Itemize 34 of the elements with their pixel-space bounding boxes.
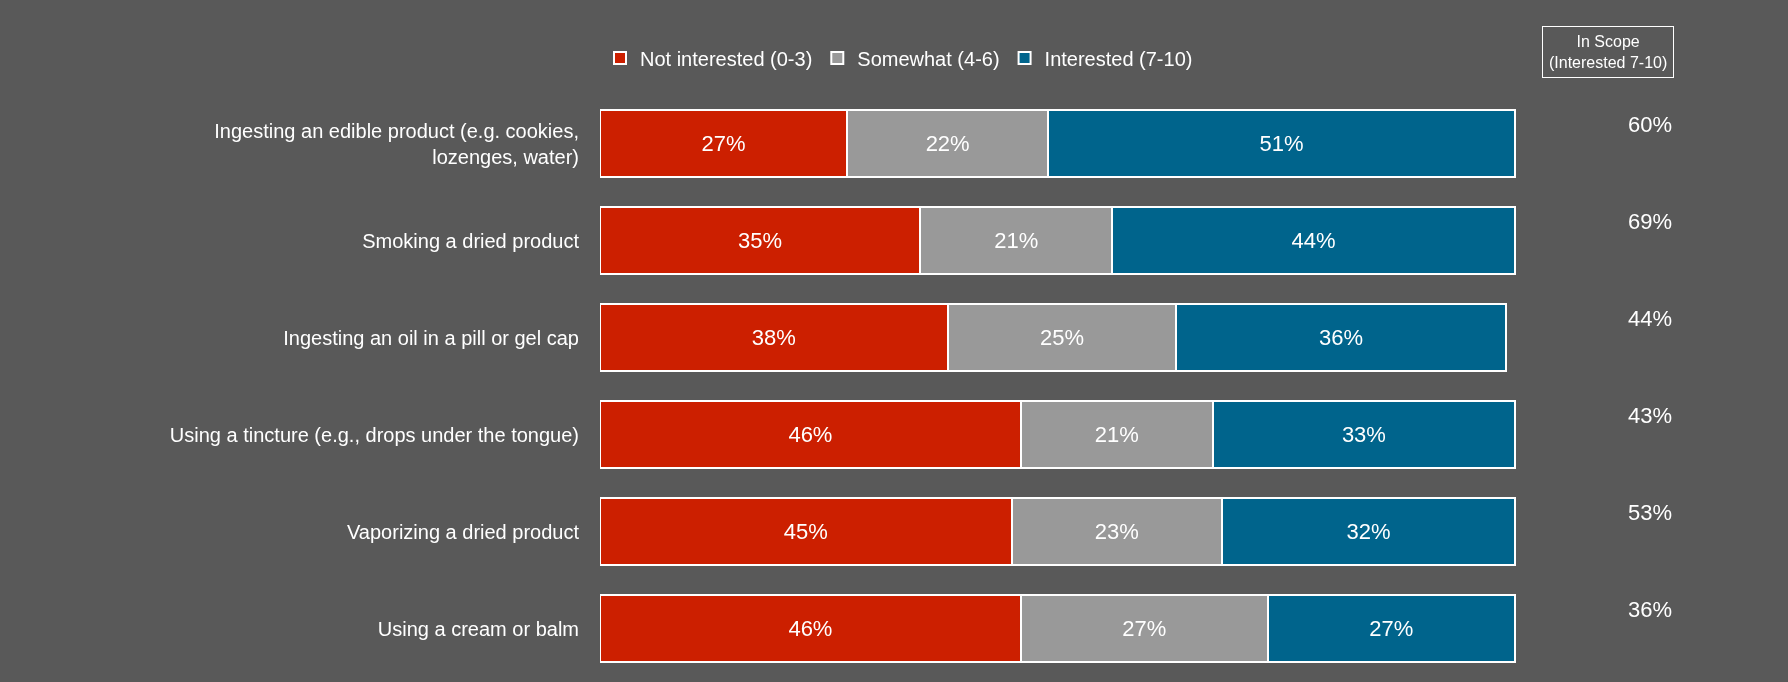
text: 43% — [1628, 403, 1673, 428]
y-tick-label: Ingesting an oil in a pill or gel cap — [283, 326, 579, 349]
text: 44% — [1628, 306, 1673, 331]
data-label: 36% — [1319, 325, 1364, 350]
data-label: 21% — [1094, 422, 1139, 447]
data-label: 27% — [1122, 616, 1167, 641]
legend-label: Not interested (0-3) — [640, 47, 813, 70]
text: 53% — [1628, 500, 1673, 525]
y-tick-label: Vaporizing a dried product — [347, 520, 580, 543]
text: 60% — [1628, 112, 1673, 137]
data-label: 27% — [1369, 616, 1414, 641]
data-label: 44% — [1291, 228, 1336, 253]
y-tick-label: Using a tincture (e.g., drops under the tongue) — [169, 423, 579, 446]
data-label: 27% — [701, 131, 746, 156]
data-label: 32% — [1346, 519, 1391, 544]
data-label: 21% — [994, 228, 1039, 253]
data-label: 38% — [751, 325, 796, 350]
data-label: 22% — [925, 131, 970, 156]
data-label: 35% — [738, 228, 783, 253]
text: 36% — [1628, 597, 1673, 622]
data-label: 25% — [1039, 325, 1085, 350]
y-tick-label: Ingesting an edible product (e.g. cookies, lozenges, water) — [214, 119, 579, 168]
text: In Scope (Interested 7-10) — [1549, 33, 1668, 71]
y-tick-label: Using a cream or balm — [377, 617, 579, 640]
data-label: 23% — [1094, 519, 1139, 544]
data-label: 45% — [783, 519, 828, 544]
data-label: 33% — [1341, 422, 1386, 447]
data-label: 51% — [1259, 131, 1304, 156]
y-tick-label: Smoking a dried product — [362, 229, 580, 252]
legend-label: Somewhat (4-6) — [857, 47, 1000, 70]
data-label: 46% — [788, 422, 833, 447]
legend-label: Interested (7-10) — [1044, 47, 1193, 70]
text: 69% — [1628, 209, 1673, 234]
data-label: 46% — [788, 616, 833, 641]
